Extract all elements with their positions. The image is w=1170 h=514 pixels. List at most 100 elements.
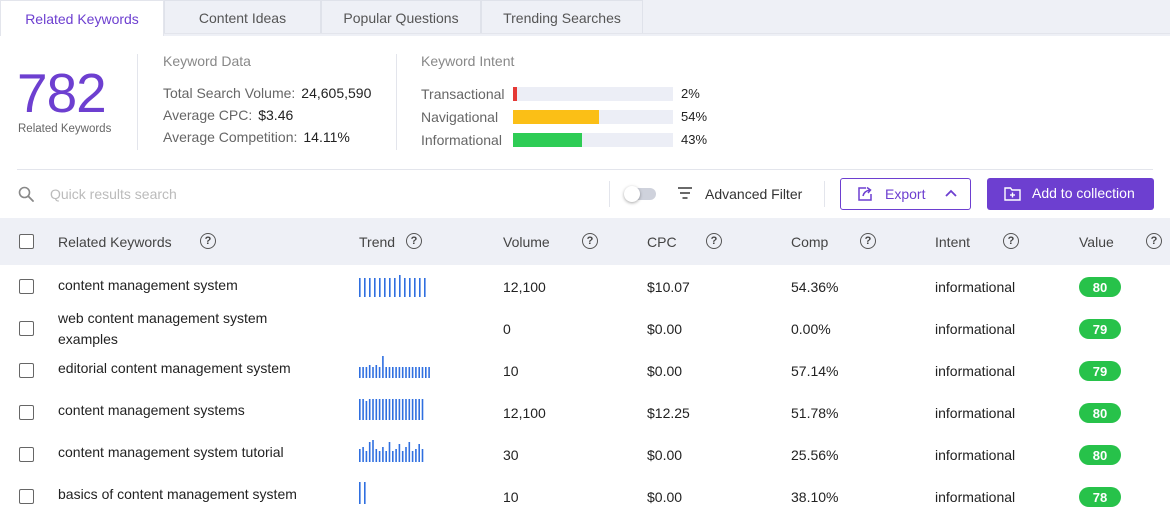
trend-bar	[401, 399, 404, 420]
help-icon[interactable]: ?	[582, 233, 598, 249]
tab-divider	[164, 33, 1170, 34]
trend-bar	[399, 275, 401, 297]
header-value[interactable]: Value	[1079, 234, 1114, 250]
average-cpc: Average CPC: $3.46	[163, 107, 293, 123]
trend-bar	[385, 367, 387, 378]
value-badge: 80	[1079, 277, 1121, 297]
trend-bar	[421, 399, 424, 420]
row-checkbox[interactable]	[19, 405, 34, 420]
trend-bar	[375, 449, 378, 462]
cpc-cell: $0.00	[647, 447, 683, 463]
help-icon[interactable]: ?	[200, 233, 216, 249]
keyword-text[interactable]: editorial content management system	[58, 360, 291, 376]
toolbar-divider	[609, 181, 610, 207]
search-icon	[18, 186, 34, 202]
summary-separator	[17, 169, 1153, 170]
trend-bar	[378, 451, 381, 462]
trend-bar	[362, 399, 364, 420]
help-icon[interactable]: ?	[1003, 233, 1019, 249]
trend-bar	[359, 482, 361, 504]
intent-bar	[513, 110, 673, 124]
trend-bar	[364, 278, 366, 297]
row-checkbox[interactable]	[19, 321, 34, 336]
row-checkbox[interactable]	[19, 489, 34, 504]
value-badge: 80	[1079, 403, 1121, 423]
header-intent[interactable]: Intent	[935, 234, 971, 250]
trend-bar	[421, 449, 424, 462]
average-cpc-value: $3.46	[258, 107, 294, 123]
intent-percent: 43%	[681, 132, 708, 147]
trend-bar	[415, 367, 417, 378]
add-to-collection-button[interactable]: Add to collection	[987, 178, 1154, 210]
tab-content-ideas[interactable]: Content Ideas	[164, 0, 321, 34]
help-icon[interactable]: ?	[706, 233, 722, 249]
quick-search-input[interactable]	[50, 184, 350, 204]
keyword-text[interactable]: content management system tutorial	[58, 444, 284, 460]
tab-trending-searches[interactable]: Trending Searches	[481, 0, 643, 34]
volume-cell: 10	[503, 363, 519, 379]
trend-bar	[398, 444, 401, 462]
table-row[interactable]: content management system tutorial 30 $0…	[0, 433, 1170, 475]
intent-percent: 54%	[681, 109, 708, 124]
intent-bar-fill	[513, 133, 582, 147]
trend-bar	[368, 365, 371, 378]
add-to-collection-label: Add to collection	[1032, 185, 1135, 201]
keyword-text[interactable]: web content management system examples	[58, 310, 268, 347]
select-all-checkbox[interactable]	[19, 234, 34, 249]
intent-label: Informational	[421, 132, 502, 148]
trend-bar	[374, 278, 376, 297]
header-related-keywords[interactable]: Related Keywords	[58, 234, 172, 250]
header-cpc[interactable]: CPC	[647, 234, 677, 250]
help-icon[interactable]: ?	[406, 233, 422, 249]
row-checkbox[interactable]	[19, 447, 34, 462]
help-icon[interactable]: ?	[860, 233, 876, 249]
intent-cell: informational	[935, 489, 1016, 505]
keyword-data-title: Keyword Data	[163, 53, 251, 69]
intent-cell: informational	[935, 321, 1016, 337]
row-checkbox[interactable]	[19, 363, 34, 378]
trend-bar	[379, 278, 381, 297]
trend-bar	[409, 278, 411, 297]
help-icon[interactable]: ?	[1146, 233, 1162, 249]
value-badge: 79	[1079, 361, 1121, 381]
tab-related-keywords[interactable]: Related Keywords	[0, 0, 164, 36]
trend-sparkline	[359, 356, 430, 378]
header-volume[interactable]: Volume	[503, 234, 550, 250]
intent-transactional: Transactional 2%	[421, 85, 721, 103]
row-checkbox[interactable]	[19, 279, 34, 294]
value-badge: 79	[1079, 319, 1121, 339]
intent-label: Transactional	[421, 86, 505, 102]
table-row[interactable]: web content management system examples 0…	[0, 307, 1170, 349]
keyword-text[interactable]: content management system	[58, 277, 238, 293]
trend-sparkline	[358, 316, 430, 340]
intent-cell: informational	[935, 447, 1016, 463]
header-comp[interactable]: Comp	[791, 234, 829, 250]
trend-bar	[375, 365, 378, 378]
advanced-filter-label[interactable]: Advanced Filter	[705, 186, 803, 202]
advanced-filter-toggle[interactable]	[624, 186, 656, 202]
header-trend[interactable]: Trend	[359, 234, 396, 250]
intent-cell: informational	[935, 363, 1016, 379]
table-header: Related Keywords ? Trend ? Volume ? CPC …	[0, 218, 1170, 265]
intent-cell: informational	[935, 405, 1016, 421]
comp-cell: 25.56%	[791, 447, 839, 463]
intent-informational: Informational 43%	[421, 131, 721, 149]
filter-icon	[678, 187, 692, 199]
tab-popular-questions[interactable]: Popular Questions	[321, 0, 481, 34]
trend-bar	[378, 399, 381, 420]
table-row[interactable]: content management systems 12,100 $12.25…	[0, 391, 1170, 433]
value-badge: 78	[1079, 487, 1121, 507]
trend-bar	[375, 399, 378, 420]
trend-bar	[419, 278, 421, 297]
average-competition-label: Average Competition:	[163, 129, 298, 145]
keyword-text[interactable]: content management systems	[58, 402, 245, 418]
trend-bar	[405, 367, 407, 378]
summary-divider	[396, 54, 397, 150]
table-row[interactable]: editorial content management system 10 $…	[0, 349, 1170, 391]
average-competition: Average Competition: 14.11%	[163, 129, 350, 145]
table-row[interactable]: content management system 12,100 $10.07 …	[0, 265, 1170, 307]
trend-bar	[365, 451, 368, 462]
export-button[interactable]: Export	[840, 178, 971, 210]
table-row[interactable]: basics of content management system 10 $…	[0, 475, 1170, 514]
keyword-text[interactable]: basics of content management system	[58, 486, 297, 502]
